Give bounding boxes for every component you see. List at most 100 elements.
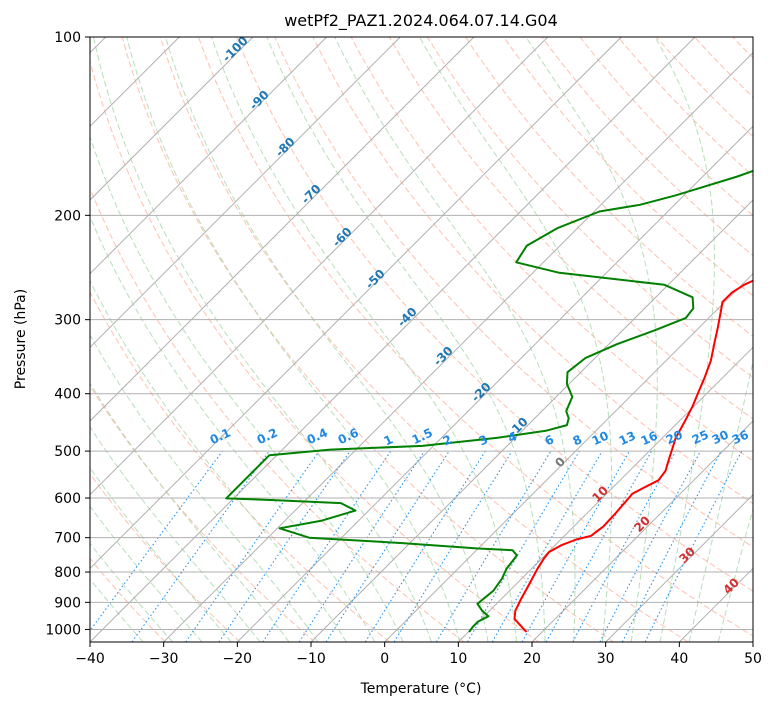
mixing-ratio-line <box>467 450 580 642</box>
x-tick-label: 50 <box>744 651 762 667</box>
isotherm-label: -30 <box>431 344 456 369</box>
moist-adiabat <box>90 505 203 642</box>
y-tick-label: 200 <box>54 208 81 224</box>
mixing-ratio-label: 0.4 <box>305 426 330 448</box>
moist-adiabat <box>334 37 576 642</box>
mixing-ratio-label: 13 <box>617 429 638 449</box>
mixing-ratio-label: 36 <box>730 428 751 448</box>
isotherm-line <box>90 37 475 422</box>
y-tick-label: 100 <box>54 30 81 46</box>
isotherm-line <box>752 641 753 642</box>
pressure-gridlines <box>90 36 753 630</box>
moist-adiabat <box>266 37 546 642</box>
y-axis-label: Pressure (hPa) <box>13 289 29 389</box>
isotherm-line <box>310 199 753 642</box>
moist-adiabat <box>717 507 753 642</box>
y-tick-label: 500 <box>54 444 81 460</box>
x-tick-label: 0 <box>380 651 389 667</box>
dry-adiabat <box>541 37 753 257</box>
mixing-ratio-label: 25 <box>690 428 711 448</box>
dry-adiabat <box>732 37 753 59</box>
isotherm-label: -40 <box>395 305 420 330</box>
y-tick-label: 1000 <box>45 622 81 638</box>
dry-adiabat <box>465 37 753 337</box>
theta-label: 10 <box>589 483 611 505</box>
isotherm-line <box>531 420 753 642</box>
dry-adiabat <box>90 472 241 642</box>
mixing-ratio-label: 0.6 <box>336 426 361 448</box>
mixing-ratio-label: 20 <box>664 428 685 448</box>
moist-adiabat <box>418 37 613 642</box>
x-axis-label: Temperature (°C) <box>360 681 482 697</box>
y-tick-label: 600 <box>54 491 81 507</box>
dry-adiabat <box>90 59 540 642</box>
dry-adiabat <box>388 37 753 420</box>
x-tick-label: −40 <box>75 651 105 667</box>
mixing-ratio-label: 30 <box>710 428 731 448</box>
x-tick-label: −20 <box>223 651 253 667</box>
isotherm-line <box>457 346 753 642</box>
inline-labels: -100-90-80-70-60-50-40-30-20-100.1 0.2 0.4… <box>208 34 751 597</box>
mixing-ratio-line <box>90 450 223 632</box>
isotherm-line <box>90 37 328 275</box>
y-tick-label: 800 <box>54 565 81 581</box>
dry-adiabat <box>771 37 775 642</box>
dry-adiabat <box>90 384 316 642</box>
dry-adiabat <box>159 37 689 642</box>
moist-adiabat <box>93 37 432 642</box>
mixing-ratio-line <box>621 450 722 642</box>
mixing-ratio-line <box>325 450 450 642</box>
x-axis: −40 −30 −20 −10 0 10 20 30 40 50 <box>75 642 762 667</box>
mixing-ratio-line <box>131 450 270 642</box>
isotherm-line <box>90 37 622 570</box>
isotherm-line <box>163 51 753 642</box>
isotherm-label: -20 <box>469 380 494 405</box>
chart-title: wetPf2_PAZ1.2024.064.07.14.G04 <box>284 11 558 31</box>
dry-adiabat <box>426 37 753 378</box>
dry-adiabat <box>90 291 390 642</box>
dry-adiabat <box>694 37 753 98</box>
dewpoint-line <box>225 169 753 633</box>
mixing-ratio-label: 16 <box>639 429 660 449</box>
moist-adiabat <box>90 334 319 642</box>
isotherm-label: -60 <box>330 225 355 250</box>
isotherm-label: -100 <box>220 34 251 65</box>
isotherm-line <box>90 37 549 496</box>
moist-adiabat <box>90 542 173 642</box>
mixing-ratio-line <box>364 450 486 642</box>
mixing-ratio-label: 10 <box>590 429 611 449</box>
mixing-ratio-line <box>545 450 653 642</box>
dry-adiabat <box>579 37 753 217</box>
moist-adiabat <box>90 466 232 642</box>
mixing-ratio-label: 6 <box>543 432 556 448</box>
moist-adiabat <box>90 382 290 642</box>
moist-adiabat <box>90 215 376 642</box>
mixing-ratio-label: 2 <box>441 432 454 448</box>
moist-adiabat <box>211 37 517 642</box>
dry-adiabat <box>90 186 465 642</box>
x-tick-label: 40 <box>670 651 688 667</box>
y-axis: 1000 900 800 700 600 500 400 300 200 100 <box>45 30 90 638</box>
temperature-line <box>513 279 753 633</box>
isotherm-line <box>605 493 753 642</box>
x-tick-label: 10 <box>449 651 467 667</box>
theta-label: 30 <box>676 544 698 566</box>
plot-frame <box>89 36 754 643</box>
mixing-ratio-label: 8 <box>571 432 584 448</box>
y-tick-label: 300 <box>54 313 81 329</box>
isotherm-label: -70 <box>299 182 324 207</box>
dry-adiabat <box>503 37 753 297</box>
mixing-ratio-line <box>491 450 603 642</box>
moist-adiabat <box>165 37 489 642</box>
mixing-ratio-label: 0.2 <box>255 426 280 448</box>
mixing-ratio-line <box>218 450 351 642</box>
theta-label: 20 <box>631 513 653 535</box>
mixing-ratio-line <box>185 450 320 642</box>
isotherm-label: -90 <box>247 88 272 113</box>
mixing-ratio-line <box>393 450 513 642</box>
x-tick-label: 30 <box>597 651 615 667</box>
mixing-ratio-line <box>435 450 552 642</box>
isotherm-label: -50 <box>363 267 388 292</box>
background-lines <box>90 37 775 642</box>
dry-adiabat <box>274 37 753 548</box>
